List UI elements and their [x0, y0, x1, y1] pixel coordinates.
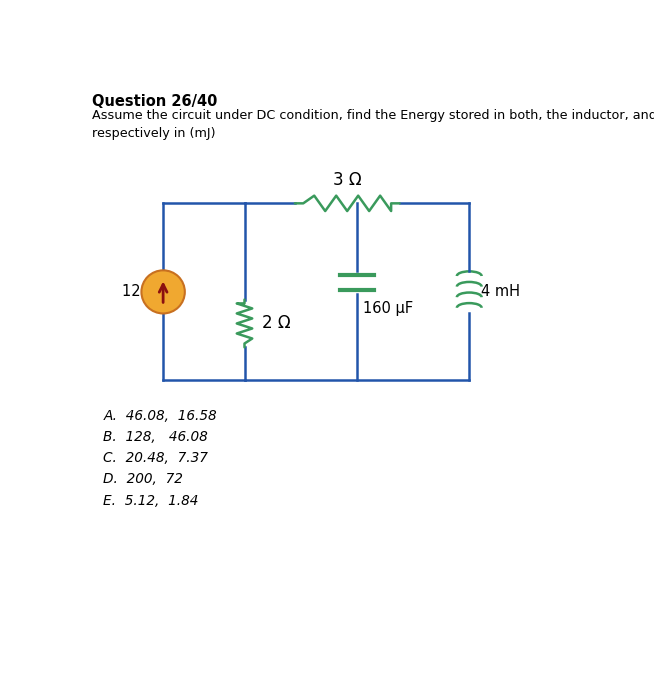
Text: Assume the circuit under DC condition, find the Energy stored in both, the induc: Assume the circuit under DC condition, f… — [92, 108, 654, 140]
Text: E.  5.12,  1.84: E. 5.12, 1.84 — [103, 494, 199, 508]
Text: 3 Ω: 3 Ω — [333, 172, 362, 190]
Text: 12 A: 12 A — [122, 284, 156, 300]
Circle shape — [141, 270, 185, 314]
Text: Question 26/40: Question 26/40 — [92, 94, 217, 109]
Text: A.  46.08,  16.58: A. 46.08, 16.58 — [103, 409, 217, 423]
Text: D.  200,  72: D. 200, 72 — [103, 473, 183, 486]
Text: 2 Ω: 2 Ω — [262, 314, 290, 332]
Text: 4 mH: 4 mH — [481, 284, 520, 300]
Text: 160 μF: 160 μF — [363, 301, 413, 316]
Text: B.  128,   46.08: B. 128, 46.08 — [103, 430, 208, 444]
Text: C.  20.48,  7.37: C. 20.48, 7.37 — [103, 452, 209, 466]
